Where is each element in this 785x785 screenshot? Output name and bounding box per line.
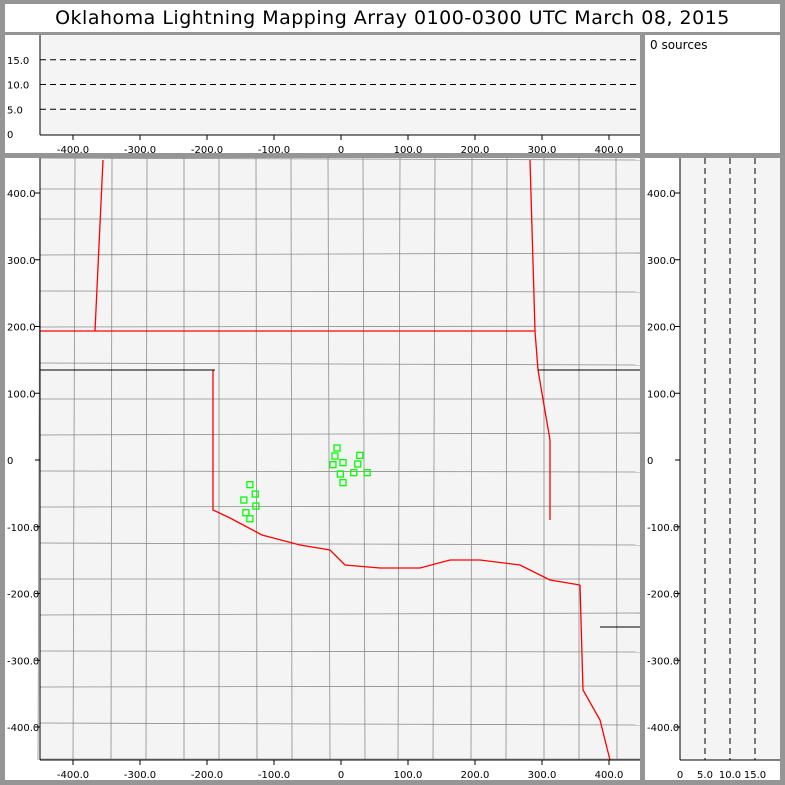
station-marker: [240, 496, 248, 504]
station-marker: [251, 490, 259, 498]
county-line: [39, 432, 641, 436]
x-tick-label: 400.0: [595, 145, 624, 156]
side-axes: 0 5.0 10.0 15.0 400.0 300.0 200.0 100.0 0 -100.0 -…: [647, 158, 780, 781]
y-tick-label: -300.0: [647, 656, 679, 667]
y-tick-label: -300.0: [7, 656, 39, 667]
state-borders: [40, 159, 640, 761]
station-marker: [356, 451, 364, 459]
county-line: [39, 362, 641, 366]
x-tick-label: 10.0: [719, 770, 741, 781]
county-line: [39, 650, 641, 653]
y-tick-label: 100.0: [647, 389, 676, 400]
y-tick-label: -400.0: [7, 723, 39, 734]
x-tick-label: 200.0: [461, 145, 490, 156]
station-marker: [252, 502, 260, 510]
x-tick-label: -100.0: [258, 770, 290, 781]
county-line: [362, 157, 366, 761]
station-marker: [329, 461, 337, 469]
y-tick-label: 300.0: [7, 256, 36, 267]
source-count: 0 sources: [650, 38, 708, 52]
x-tick-label: -400.0: [57, 145, 89, 156]
x-tick-label: 0: [677, 770, 683, 781]
county-line: [39, 290, 641, 293]
county-line: [72, 157, 76, 761]
y-tick-label: 200.0: [7, 323, 36, 334]
map-plot-area: [40, 158, 640, 760]
station-marker: [339, 479, 347, 487]
state-border-line: [94, 159, 104, 332]
y-tick-label: 300.0: [647, 256, 676, 267]
county-line: [39, 505, 641, 508]
county-line: [110, 157, 113, 761]
station-marker: [336, 470, 344, 478]
y-tick-label: 400.0: [647, 189, 676, 200]
x-tick-label: 300.0: [528, 145, 557, 156]
county-borders: [37, 157, 641, 761]
x-tick-label: 15.0: [744, 770, 766, 781]
county-line: [39, 722, 641, 726]
x-tick-label: 200.0: [461, 770, 490, 781]
county-line: [39, 325, 641, 328]
county-line: [397, 157, 401, 761]
y-tick-label: 0: [7, 456, 13, 467]
county-line: [432, 157, 436, 761]
y-tick-label: -100.0: [7, 523, 39, 534]
y-tick-label: 0: [647, 456, 653, 467]
county-line: [39, 252, 641, 256]
county-line: [39, 612, 641, 616]
y-tick-label: 400.0: [7, 189, 36, 200]
county-line: [39, 542, 641, 546]
county-line: [39, 157, 641, 161]
station-marker: [246, 515, 254, 523]
y-tick-label: 5.0: [7, 105, 23, 116]
x-tick-label: -300.0: [124, 145, 156, 156]
x-tick-label: 5.0: [697, 770, 713, 781]
x-tick-label: -400.0: [57, 770, 89, 781]
county-line: [505, 157, 508, 761]
station-marker: [339, 459, 347, 467]
station-marker: [242, 509, 250, 517]
y-tick-label: -100.0: [647, 523, 679, 534]
y-tick-label: -200.0: [7, 590, 39, 601]
station-marker: [246, 481, 254, 489]
county-line: [615, 157, 618, 761]
x-tick-label: 0: [338, 145, 344, 156]
y-tick-label: 15.0: [7, 56, 29, 67]
y-tick-label: -400.0: [647, 723, 679, 734]
x-tick-label: 100.0: [394, 770, 423, 781]
x-tick-label: -300.0: [124, 770, 156, 781]
station-marker: [333, 444, 341, 452]
x-tick-label: 100.0: [394, 145, 423, 156]
station-marker: [354, 460, 362, 468]
lma-stations: [240, 444, 371, 523]
station-marker: [331, 452, 339, 460]
x-tick-label: -200.0: [191, 145, 223, 156]
county-line: [290, 157, 293, 761]
source-info-panel: [645, 35, 780, 153]
x-tick-label: 0: [338, 770, 344, 781]
county-line: [470, 157, 473, 761]
state-border-line: [212, 370, 581, 586]
station-marker: [350, 469, 358, 477]
x-tick-label: 400.0: [595, 770, 624, 781]
x-tick-label: -100.0: [258, 145, 290, 156]
county-line: [255, 157, 258, 761]
county-line: [145, 157, 148, 761]
y-tick-label: 0: [7, 130, 13, 141]
county-line: [327, 157, 331, 761]
y-tick-label: 200.0: [647, 323, 676, 334]
altitude-axes: 0 5.0 10.0 15.0 -400.0 -300.0 -200.0 -100.0 0 100…: [7, 35, 640, 156]
y-tick-label: -200.0: [647, 590, 679, 601]
map-axes: -400.0 -300.0 -200.0 -100.0 0 100.0 200.0 300.0…: [7, 158, 640, 781]
y-tick-label: 10.0: [7, 81, 29, 92]
plot-title: Oklahoma Lightning Mapping Array 0100-03…: [5, 4, 780, 32]
x-tick-label: -200.0: [191, 770, 223, 781]
station-marker: [363, 469, 371, 477]
x-tick-label: 300.0: [528, 770, 557, 781]
y-tick-label: 100.0: [7, 389, 36, 400]
state-border-line: [579, 584, 611, 761]
county-line: [39, 685, 641, 688]
